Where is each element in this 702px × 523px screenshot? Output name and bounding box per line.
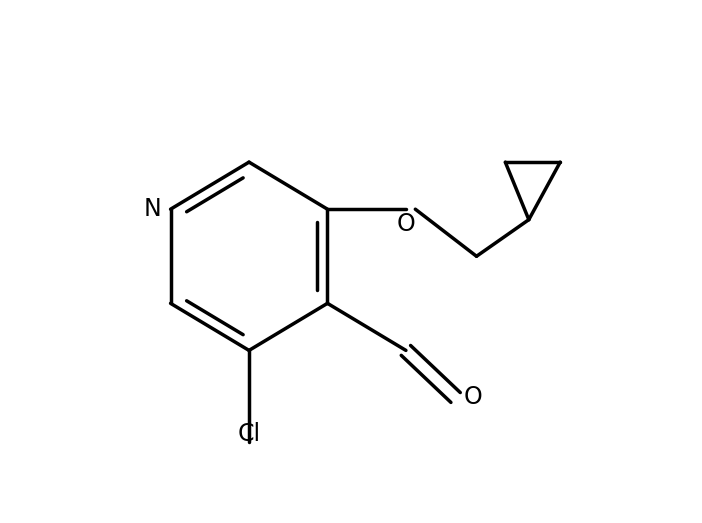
Text: O: O bbox=[397, 212, 416, 236]
Text: Cl: Cl bbox=[237, 422, 260, 446]
Text: N: N bbox=[143, 197, 161, 221]
Text: O: O bbox=[463, 385, 482, 410]
